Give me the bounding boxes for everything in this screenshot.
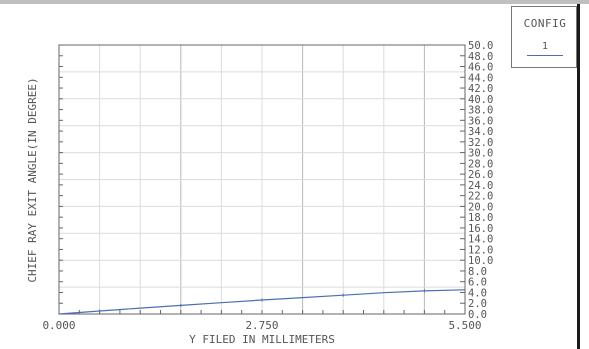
x-tick-label: 0.000 [42,319,75,332]
y-tick-label: 26.0 [468,169,493,181]
y-tick-label: 42.0 [468,83,493,95]
y-tick-label: 22.0 [468,191,493,203]
y-axis-label: CHIEF RAY EXIT ANGLE(IN DEGREE) [26,77,39,282]
y-tick-label: 30.0 [468,148,493,160]
y-tick-label: 16.0 [468,223,493,235]
y-tick-label: 24.0 [468,180,493,192]
y-tick-label: 50.0 [468,40,493,52]
y-tick-label: 48.0 [468,51,493,63]
y-tick-label: 8.0 [468,266,487,278]
y-tick-label: 4.0 [468,287,487,299]
y-tick-label: 18.0 [468,212,493,224]
y-tick-label: 38.0 [468,105,493,117]
y-tick-label: 10.0 [468,255,493,267]
x-tick-label: 2.750 [245,319,278,332]
y-tick-label: 12.0 [468,244,493,256]
window-top-border [0,0,589,4]
y-tick-label: 34.0 [468,126,493,138]
y-tick-label: 0.0 [468,309,487,321]
y-tick-label: 28.0 [468,158,493,170]
x-axis-label: Y FILED IN MILLIMETERS [189,333,335,346]
y-tick-label: 2.0 [468,298,487,310]
y-tick-label: 6.0 [468,277,487,289]
config-line-swatch [527,55,563,56]
y-tick-label: 36.0 [468,115,493,127]
axis-ticks [59,44,465,315]
y-tick-label: 14.0 [468,234,493,246]
y-tick-label: 20.0 [468,201,493,213]
y-tick-label: 46.0 [468,62,493,74]
y-tick-label: 32.0 [468,137,493,149]
x-tick-labels: 0.000 2.750 5.500 [42,319,481,332]
x-tick-label: 5.500 [448,319,481,332]
y-tick-labels: 0.02.04.06.08.010.012.014.016.018.020.02… [468,40,493,321]
y-tick-label: 44.0 [468,72,493,84]
grid [59,45,465,314]
series-layer [58,289,466,315]
y-tick-label: 40.0 [468,94,493,106]
config-title: CONFIG [523,17,567,30]
window-right-border [577,4,580,349]
config-legend-box: CONFIG 1 [511,6,577,68]
config-value: 1 [541,41,549,52]
